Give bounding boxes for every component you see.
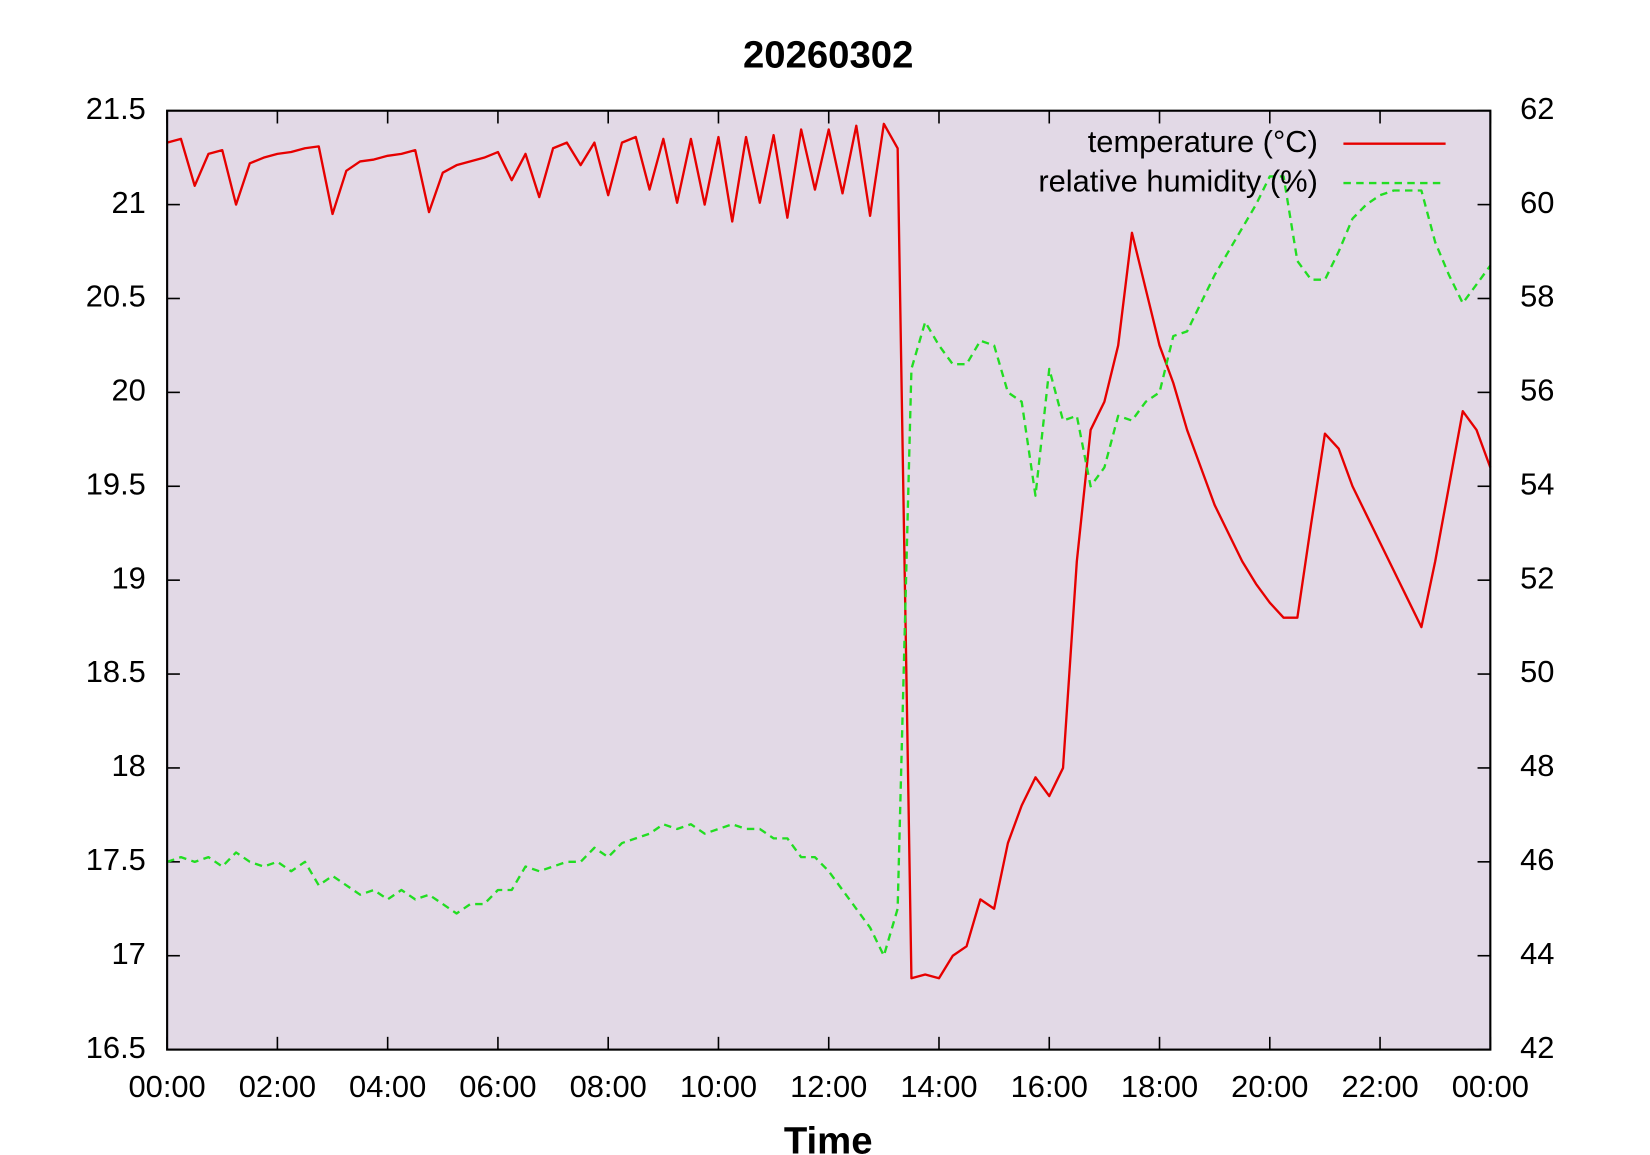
x-tick-label: 20:00 [1231,1069,1308,1104]
y-tick-label: 16.5 [86,1030,146,1065]
x-tick-label: 14:00 [900,1069,977,1104]
legend-label: relative humidity (%) [1038,163,1318,198]
x-tick-label: 00:00 [129,1069,206,1104]
x-tick-label: 02:00 [239,1069,316,1104]
y2-tick-label: 62 [1520,91,1554,126]
y2-tick-label: 46 [1520,842,1554,877]
x-tick-label: 06:00 [459,1069,536,1104]
plot-background [167,110,1491,1050]
y2-tick-label: 50 [1520,654,1554,689]
chart-title: 20260302 [743,34,913,77]
plot-frame [166,109,1492,1051]
x-tick-label: 12:00 [790,1069,867,1104]
y-tick-label: 20 [112,373,146,408]
y2-tick-label: 60 [1520,185,1554,220]
y-tick-label: 19.5 [86,466,146,501]
y2-tick-label: 54 [1520,466,1554,501]
x-tick-label: 00:00 [1452,1069,1529,1104]
y2-tick-label: 42 [1520,1030,1554,1065]
y-tick-label: 19 [112,560,146,595]
y-tick-label: 18.5 [86,654,146,689]
y2-tick-label: 58 [1520,279,1554,314]
y-tick-label: 17 [112,936,146,971]
x-tick-label: 10:00 [680,1069,757,1104]
x-tick-label: 16:00 [1011,1069,1088,1104]
x-tick-label: 22:00 [1341,1069,1418,1104]
x-tick-label: 18:00 [1121,1069,1198,1104]
y2-tick-label: 44 [1520,936,1554,971]
y-tick-label: 21 [112,185,146,220]
x-tick-label: 08:00 [570,1069,647,1104]
y2-tick-label: 52 [1520,560,1554,595]
y-tick-label: 21.5 [86,91,146,126]
y2-tick-label: 48 [1520,748,1554,783]
series-line [166,175,1492,957]
series-line [166,122,1492,980]
y-tick-label: 20.5 [86,279,146,314]
x-tick-label: 04:00 [349,1069,426,1104]
y2-tick-label: 56 [1520,373,1554,408]
y-tick-label: 18 [112,748,146,783]
legend-label: temperature (°C) [1088,124,1318,159]
x-axis-title: Time [784,1119,873,1155]
y-tick-label: 17.5 [86,842,146,877]
